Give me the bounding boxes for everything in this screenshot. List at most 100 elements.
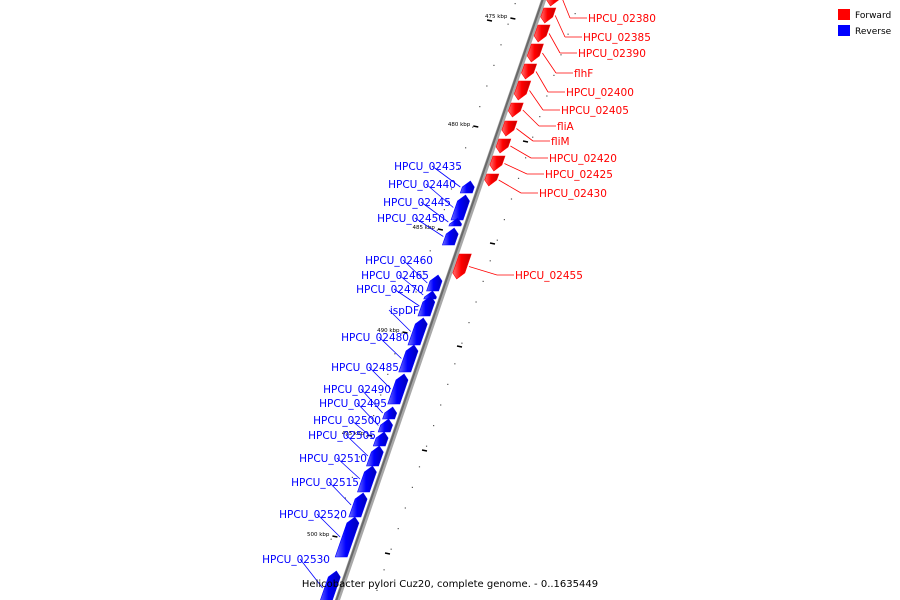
minor-tick [532, 136, 534, 138]
gene-arrow[interactable] [513, 80, 532, 101]
gene-leader-line [388, 309, 411, 332]
gene-label[interactable]: HPCU_02435 [394, 161, 462, 173]
minor-tick [517, 177, 520, 179]
gene-label[interactable]: HPCU_02510 [299, 453, 367, 465]
gene-leader-line [510, 145, 532, 159]
minor-tick [479, 106, 481, 108]
gene-arrow[interactable] [546, 0, 563, 7]
gene-leader-line [378, 336, 402, 359]
minor-tick [507, 23, 509, 25]
minor-tick [390, 548, 392, 550]
gene-label-layer: HPCU_02380 HPCU_02385 HPCU_02390 flhF HPCU_0… [262, 13, 656, 566]
gene-label[interactable]: HPCU_02400 [566, 87, 634, 99]
minor-tick [440, 404, 442, 406]
gene-arrow[interactable] [319, 570, 341, 600]
gene-leader-line [431, 165, 461, 188]
gene-arrow[interactable] [423, 290, 437, 300]
gene-label[interactable]: HPCU_02450 [377, 213, 445, 225]
gene-arrow[interactable] [334, 516, 360, 558]
gene-label[interactable]: HPCU_02465 [361, 270, 429, 282]
minor-tick [486, 85, 488, 87]
gene-arrow[interactable] [501, 120, 518, 137]
tick-mark [437, 228, 444, 231]
gene-arrow[interactable] [348, 492, 368, 518]
gene-label[interactable]: HPCU_02495 [319, 398, 387, 410]
gene-arrow[interactable] [426, 274, 443, 292]
minor-tick [525, 157, 527, 159]
gene-label[interactable]: HPCU_02380 [588, 13, 656, 25]
gene-arrow[interactable] [407, 317, 428, 346]
gene-label[interactable]: HPCU_02430 [539, 188, 607, 200]
gene-label[interactable]: HPCU_02470 [356, 284, 424, 296]
gene-layer [319, 0, 563, 600]
gene-arrow[interactable] [484, 173, 500, 187]
minor-tick [539, 116, 541, 118]
gene-arrow[interactable] [533, 24, 551, 43]
gene-arrow[interactable] [540, 7, 557, 24]
gene-arrow[interactable] [452, 253, 472, 280]
gene-arrow[interactable] [441, 227, 459, 246]
gene-arrow[interactable] [521, 63, 538, 80]
tick-mark [510, 17, 516, 20]
gene-label[interactable]: HPCU_02425 [545, 169, 613, 181]
gene-label[interactable]: HPCU_02440 [388, 179, 456, 191]
gene-label[interactable]: fliM [551, 136, 570, 148]
gene-arrow[interactable] [450, 194, 470, 221]
legend-forward-swatch [838, 9, 850, 20]
gene-arrow[interactable] [372, 431, 389, 447]
gene-arrow[interactable] [357, 465, 377, 493]
gene-arrow[interactable] [366, 445, 384, 467]
minor-tick [376, 589, 378, 591]
gene-arrow[interactable] [489, 155, 506, 172]
gene-label[interactable]: HPCU_02485 [331, 362, 399, 374]
gene-label[interactable]: HPCU_02530 [262, 554, 330, 566]
gene-label[interactable]: HPCU_02480 [341, 332, 409, 344]
gene-arrow[interactable] [398, 344, 419, 373]
minor-tick [560, 54, 562, 56]
gene-label[interactable]: fliA [557, 121, 575, 133]
gene-arrow[interactable] [459, 180, 475, 194]
minor-tick [493, 64, 495, 66]
minor-tick [461, 342, 463, 344]
gene-leader-line [504, 163, 528, 175]
gene-leader-line [328, 481, 352, 506]
gene-label[interactable]: HPCU_02455 [515, 270, 583, 282]
tick-mark [402, 331, 408, 334]
minor-tick [337, 518, 339, 520]
gene-label[interactable]: HPCU_02445 [383, 197, 451, 209]
gene-label[interactable]: HPCU_02405 [561, 105, 629, 117]
minor-tick [351, 476, 353, 478]
tick-label: 495 kbp [342, 431, 365, 437]
gene-label[interactable]: ispDF [390, 305, 419, 317]
gene-label[interactable]: HPCU_02505 [308, 430, 376, 442]
gene-arrow[interactable] [495, 138, 512, 154]
gene-label[interactable]: HPCU_02390 [578, 48, 646, 60]
gene-label[interactable]: HPCU_02490 [323, 384, 391, 396]
gene-arrow[interactable] [526, 43, 544, 63]
gene-arrow[interactable] [448, 217, 462, 227]
minor-tick [546, 95, 548, 97]
minor-tick [422, 270, 424, 272]
minor-tick [567, 33, 569, 35]
gene-arrow[interactable] [508, 102, 524, 118]
minor-tick [323, 559, 325, 561]
gene-label[interactable]: HPCU_02500 [313, 415, 381, 427]
minor-tick [373, 415, 375, 417]
major-tick [384, 552, 391, 555]
gene-label[interactable]: HPCU_02420 [549, 153, 617, 165]
gene-arrow[interactable] [382, 406, 398, 420]
gene-label[interactable]: HPCU_02460 [365, 255, 433, 267]
legend-reverse-label: Reverse [855, 27, 892, 37]
gene-leader-line [522, 109, 540, 127]
gene-label[interactable]: HPCU_02520 [279, 509, 347, 521]
minor-tick [514, 3, 516, 5]
gene-arrow[interactable] [377, 418, 393, 433]
gene-label[interactable]: HPCU_02515 [291, 477, 359, 489]
minor-tick [482, 280, 484, 282]
gene-arrow[interactable] [417, 295, 436, 317]
gene-arrow[interactable] [387, 373, 409, 405]
minor-tick [475, 301, 477, 303]
gene-leader-line [529, 90, 544, 111]
gene-label[interactable]: flhF [574, 68, 593, 80]
gene-label[interactable]: HPCU_02385 [583, 32, 651, 44]
